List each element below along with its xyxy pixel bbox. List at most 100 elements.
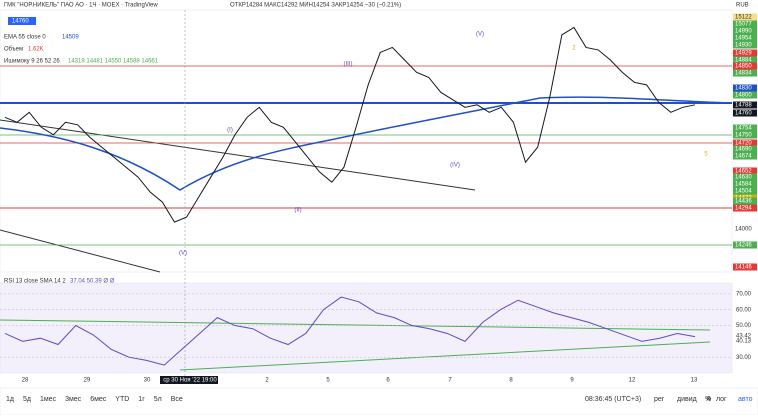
clock: 08:36:45 (UTC+3) — [585, 396, 641, 403]
time-label: 29 — [84, 378, 91, 384]
scale-button[interactable]: лог — [716, 396, 727, 403]
price-tag — [733, 91, 757, 99]
price-pane — [0, 9, 733, 273]
price-tag — [733, 124, 757, 132]
wave-label: 5 — [704, 152, 708, 158]
price-tag — [733, 139, 757, 147]
ema-label: EMA 55 close 0 — [4, 35, 46, 41]
price-label: 14584 — [735, 182, 752, 188]
price-tag — [733, 167, 757, 175]
crosshair-tag — [160, 376, 218, 384]
rsi-axis-label: 70.00 — [736, 291, 752, 297]
rsi-axis-label: 30.00 — [736, 355, 752, 361]
price-tag — [733, 56, 757, 64]
price-tag — [733, 225, 757, 233]
price-label: 14246 — [735, 243, 752, 249]
range-button[interactable]: 6мес — [90, 396, 107, 403]
range-button[interactable]: Все — [171, 396, 183, 403]
price-label: 14504 — [735, 189, 752, 195]
time-label: ср 30 Ноя '22 19:00 — [163, 378, 217, 384]
time-label: 9 — [570, 378, 574, 384]
price-label: 14834 — [735, 71, 752, 77]
price-label: 14760 — [735, 111, 752, 117]
price-label: 14750 — [735, 133, 752, 139]
price-tag — [733, 84, 757, 92]
rsi-label: RSI 13 close SMA 14 2 — [4, 279, 66, 285]
time-label: 6 — [386, 378, 390, 384]
rsi-pane — [0, 282, 733, 374]
scale-button[interactable]: рег — [654, 396, 665, 403]
price-label: 14929 — [735, 51, 752, 57]
price-box-text: 14760 — [12, 19, 29, 25]
settings[interactable]: ⚙ — [706, 396, 711, 403]
time-label: 30 — [144, 378, 151, 384]
time-label: 12 — [629, 378, 636, 384]
trend-line — [0, 229, 161, 273]
rsi-axis-label: 50.00 — [736, 323, 752, 329]
price-tag — [733, 27, 757, 35]
price-tag — [733, 41, 757, 49]
price-tag — [733, 13, 757, 21]
price-tag — [733, 173, 757, 181]
price-tag — [733, 204, 757, 212]
range-button[interactable]: 1мес — [40, 396, 57, 403]
price-tag — [733, 20, 757, 28]
price-label: 14652 — [735, 169, 752, 175]
price-tag — [733, 180, 757, 188]
price-label: 15077 — [735, 22, 752, 28]
price-label: 14000 — [735, 227, 752, 233]
toolbar — [0, 387, 758, 416]
price-label: 14294 — [735, 206, 752, 212]
wave-label: 2 — [572, 46, 576, 52]
range-button[interactable]: 5л — [154, 396, 162, 403]
price-label: 14436 — [735, 199, 752, 205]
price-label: 14884 — [735, 58, 752, 64]
time-label: 8 — [509, 378, 513, 384]
price-label: 14788 — [735, 103, 752, 109]
ohlc: ОТКР14284 МАКС14292 МИН14254 ЗАКР14254 −… — [230, 3, 401, 9]
price-tag — [733, 49, 757, 57]
time-label: 2 — [265, 378, 269, 384]
price-tag — [733, 109, 757, 117]
price-label: 15122 — [735, 15, 752, 21]
volume-value: 1.62K — [28, 47, 44, 53]
time-label: 7 — [448, 378, 452, 384]
ichimoku-label: Ишимоку 9 26 52 26 — [4, 59, 60, 65]
ema-value: 14509 — [62, 35, 79, 41]
range-button[interactable]: 5д — [23, 396, 31, 403]
range-button[interactable]: YTD — [115, 396, 129, 403]
range-button[interactable]: 1д — [6, 396, 14, 403]
price-tag — [733, 62, 757, 70]
currency: RUB — [736, 3, 749, 9]
ichimoku-values: 14319 14481 14550 14588 14661 — [68, 59, 159, 65]
price-tag — [733, 101, 757, 109]
scale-button[interactable]: авто — [738, 396, 753, 403]
scale-button[interactable]: дивид — [677, 396, 697, 403]
range-button[interactable]: 1г — [138, 396, 145, 403]
price-label: 14720 — [735, 141, 752, 147]
price-label: 14630 — [735, 175, 752, 181]
price-label: 14990 — [735, 29, 752, 35]
price-line — [4, 26, 696, 223]
price-label: 14954 — [735, 36, 752, 42]
toolbar-items: 1д 5д 1мес 3мес 6мес YTD 1г 5л Все 08:36:45 (UTC+… — [6, 396, 753, 403]
price-tag — [733, 187, 757, 195]
price-tag — [733, 197, 757, 205]
title: ГМК "НОР.НИКЕЛЬ" ПАО АО · 1Ч · MOEX · Tr… — [4, 3, 158, 9]
price-tag — [733, 145, 757, 153]
scale-button[interactable]: % — [705, 396, 711, 403]
price-box — [8, 17, 36, 25]
price-tag — [733, 69, 757, 77]
rsi-axis-label: 60.00 — [736, 307, 752, 313]
price-label: 14850 — [735, 64, 752, 70]
price-label: 14146 — [735, 265, 752, 271]
range-button[interactable]: 3мес — [65, 396, 82, 403]
rsi-axis-label: 43.42 — [736, 334, 752, 340]
wave-label: (III) — [344, 62, 353, 68]
rsi-trend — [0, 319, 711, 331]
price-label: 14690 — [735, 147, 752, 153]
price-tag — [733, 241, 757, 249]
time-label: 5 — [326, 378, 330, 384]
